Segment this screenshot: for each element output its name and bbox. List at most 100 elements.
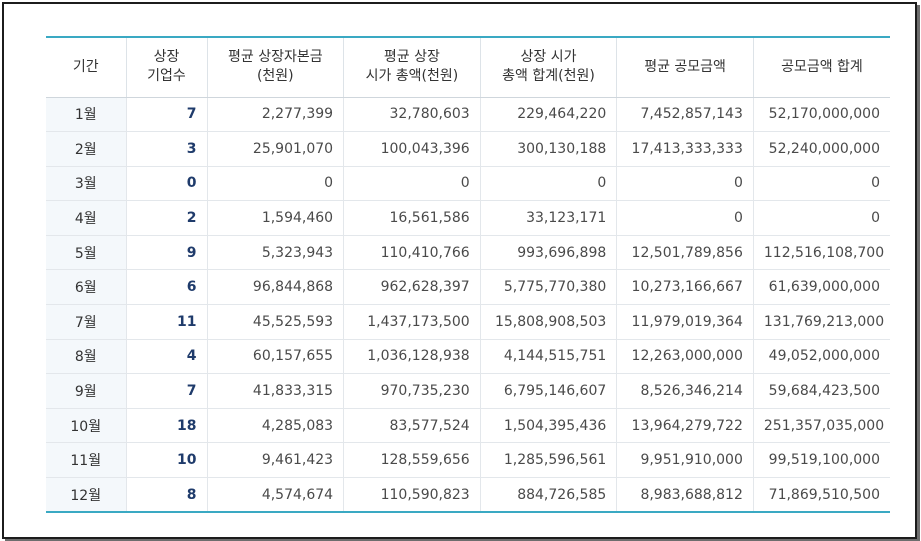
cell-listed-count: 2 <box>125 200 207 236</box>
table-row: 8월 4 60,157,655 1,036,128,938 4,144,515,751 1… <box>46 339 890 375</box>
cell-avg-market-cap: 100,043,396 <box>343 131 481 167</box>
cell-listed-count: 18 <box>125 408 207 444</box>
cell-total-offering: 59,684,423,500 <box>752 373 890 409</box>
cell-listed-count: 4 <box>125 339 207 375</box>
cell-total-offering: 49,052,000,000 <box>752 339 890 375</box>
cell-avg-offering: 0 <box>616 166 754 202</box>
cell-total-market-cap: 0 <box>479 166 617 202</box>
cell-listed-count: 7 <box>125 97 207 133</box>
table-row: 4월 2 1,594,460 16,561,586 33,123,171 0 0 <box>46 200 890 236</box>
cell-avg-market-cap: 962,628,397 <box>343 269 481 306</box>
cell-total-offering: 52,170,000,000 <box>752 97 890 133</box>
cell-avg-offering: 8,983,688,812 <box>616 477 754 513</box>
cell-total-offering: 112,516,108,700 <box>752 235 890 271</box>
cell-period: 12월 <box>46 477 126 513</box>
cell-avg-market-cap: 0 <box>343 166 481 202</box>
cell-avg-offering: 8,526,346,214 <box>616 373 754 409</box>
cell-period: 11월 <box>46 442 126 479</box>
cell-period: 2월 <box>46 131 126 167</box>
cell-period: 1월 <box>46 97 126 133</box>
cell-avg-capital: 1,594,460 <box>206 200 344 236</box>
header-avg-offering: 평균 공모금액 <box>616 37 754 98</box>
cell-total-offering: 0 <box>752 166 890 202</box>
cell-avg-offering: 7,452,857,143 <box>616 97 754 133</box>
cell-avg-capital: 9,461,423 <box>206 442 344 479</box>
cell-total-offering: 99,519,100,000 <box>752 442 890 479</box>
cell-avg-capital: 5,323,943 <box>206 235 344 271</box>
cell-listed-count: 10 <box>125 442 207 479</box>
cell-period: 5월 <box>46 235 126 271</box>
cell-total-offering: 52,240,000,000 <box>752 131 890 167</box>
table-row: 9월 7 41,833,315 970,735,230 6,795,146,607 8,5… <box>46 373 890 409</box>
cell-avg-market-cap: 110,410,766 <box>343 235 481 271</box>
header-avg-market-cap: 평균 상장 시가 총액(천원) <box>343 37 481 98</box>
cell-avg-capital: 2,277,399 <box>206 97 344 133</box>
cell-avg-offering: 12,263,000,000 <box>616 339 754 375</box>
cell-avg-market-cap: 1,036,128,938 <box>343 339 481 375</box>
cell-avg-offering: 11,979,019,364 <box>616 304 754 340</box>
table-row: 3월 0 0 0 0 0 0 <box>46 166 890 202</box>
cell-avg-capital: 96,844,868 <box>206 269 344 306</box>
cell-listed-count: 11 <box>125 304 207 340</box>
header-total-offering: 공모금액 합계 <box>752 37 890 98</box>
cell-listed-count: 8 <box>125 477 207 513</box>
table-row: 5월 9 5,323,943 110,410,766 993,696,898 12,501… <box>46 235 890 271</box>
cell-total-market-cap: 884,726,585 <box>479 477 617 513</box>
cell-total-market-cap: 33,123,171 <box>479 200 617 236</box>
table-row: 12월 8 4,574,674 110,590,823 884,726,585 8,983… <box>46 477 890 513</box>
cell-avg-market-cap: 1,437,173,500 <box>343 304 481 340</box>
cell-period: 6월 <box>46 269 126 306</box>
cell-listed-count: 7 <box>125 373 207 409</box>
cell-avg-market-cap: 16,561,586 <box>343 200 481 236</box>
cell-period: 10월 <box>46 408 126 444</box>
cell-avg-offering: 12,501,789,856 <box>616 235 754 271</box>
cell-total-market-cap: 5,775,770,380 <box>479 269 617 306</box>
cell-total-offering: 71,869,510,500 <box>752 477 890 513</box>
cell-avg-market-cap: 128,559,656 <box>343 442 481 479</box>
cell-avg-market-cap: 110,590,823 <box>343 477 481 513</box>
cell-avg-offering: 13,964,279,722 <box>616 408 754 444</box>
cell-period: 8월 <box>46 339 126 375</box>
cell-period: 9월 <box>46 373 126 409</box>
header-period: 기간 <box>46 37 126 98</box>
cell-avg-offering: 10,273,166,667 <box>616 269 754 306</box>
cell-avg-capital: 4,574,674 <box>206 477 344 513</box>
header-total-market-cap: 상장 시가 총액 합계(천원) <box>479 37 617 98</box>
cell-listed-count: 0 <box>125 166 207 202</box>
cell-avg-capital: 45,525,593 <box>206 304 344 340</box>
cell-avg-offering: 0 <box>616 200 754 236</box>
cell-avg-capital: 25,901,070 <box>206 131 344 167</box>
cell-total-market-cap: 15,808,908,503 <box>479 304 617 340</box>
cell-listed-count: 3 <box>125 131 207 167</box>
cell-total-market-cap: 300,130,188 <box>479 131 617 167</box>
header-avg-capital: 평균 상장자본금 (천원) <box>206 37 344 98</box>
cell-avg-market-cap: 970,735,230 <box>343 373 481 409</box>
cell-avg-market-cap: 83,577,524 <box>343 408 481 444</box>
cell-period: 7월 <box>46 304 126 340</box>
cell-avg-capital: 4,285,083 <box>206 408 344 444</box>
cell-total-market-cap: 1,504,395,436 <box>479 408 617 444</box>
ipo-monthly-table: 기간 상장 기업수 평균 상장자본금 (천원) 평균 상장 시가 총액(천원) 상장 … <box>46 36 890 514</box>
table-row: 11월 10 9,461,423 128,559,656 1,285,596,561 9,… <box>46 442 890 479</box>
table-row: 1월 7 2,277,399 32,780,603 229,464,220 7,452,8… <box>46 97 890 133</box>
header-listed-count: 상장 기업수 <box>125 37 207 98</box>
cell-avg-offering: 17,413,333,333 <box>616 131 754 167</box>
table-row: 2월 3 25,901,070 100,043,396 300,130,188 17,41… <box>46 131 890 167</box>
cell-total-market-cap: 6,795,146,607 <box>479 373 617 409</box>
table-row: 7월 11 45,525,593 1,437,173,500 15,808,908,50… <box>46 304 890 340</box>
cell-period: 3월 <box>46 166 126 202</box>
table-row: 6월 6 96,844,868 962,628,397 5,775,770,380 10,… <box>46 269 890 306</box>
cell-avg-capital: 0 <box>206 166 344 202</box>
header-row: 기간 상장 기업수 평균 상장자본금 (천원) 평균 상장 시가 총액(천원) 상장 … <box>46 37 890 98</box>
cell-total-offering: 61,639,000,000 <box>752 269 890 306</box>
cell-period: 4월 <box>46 200 126 236</box>
cell-avg-market-cap: 32,780,603 <box>343 97 481 133</box>
cell-listed-count: 6 <box>125 269 207 306</box>
cell-total-offering: 131,769,213,000 <box>752 304 890 340</box>
cell-total-market-cap: 4,144,515,751 <box>479 339 617 375</box>
cell-avg-capital: 60,157,655 <box>206 339 344 375</box>
cell-total-market-cap: 229,464,220 <box>479 97 617 133</box>
cell-avg-capital: 41,833,315 <box>206 373 344 409</box>
cell-total-market-cap: 1,285,596,561 <box>479 442 617 479</box>
